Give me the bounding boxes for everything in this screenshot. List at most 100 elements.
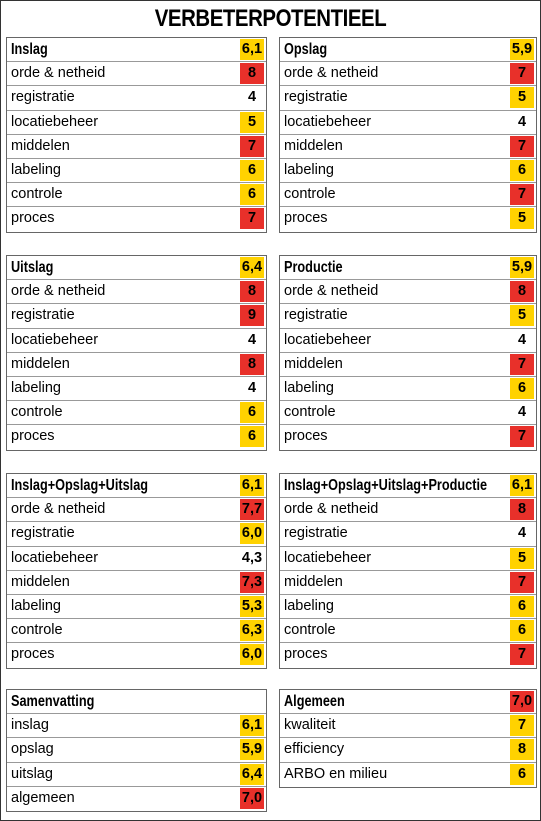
row-score: 7 [510, 63, 534, 85]
table-row: controle 4 [280, 401, 536, 426]
table-row: middelen 7 [280, 353, 536, 377]
row-score: 8 [510, 281, 534, 303]
panel: Productie 5,9 orde & netheid 8 registratie 5 l… [279, 255, 537, 451]
table-row: locatiebeheer 5 [7, 111, 266, 135]
row-label: middelen [284, 355, 343, 372]
row-label: orde & netheid [11, 283, 106, 300]
panel-header: Inslag+Opslag+Uitslag+Productie 6,1 [280, 474, 536, 499]
panel-header: Inslag+Opslag+Uitslag 6,1 [7, 474, 266, 499]
table-row: registratie 4 [7, 86, 266, 111]
panel-score: 5,9 [510, 39, 534, 60]
panel: Samenvatting inslag 6,1 opslag 5,9 uitslag 6,4… [6, 689, 267, 812]
table-row: proces 6,0 [7, 643, 266, 667]
table-row: ARBO en milieu 6 [280, 763, 536, 787]
row-label: kwaliteit [284, 717, 336, 734]
row-score: 7 [510, 426, 534, 448]
table-row: labeling 6 [280, 595, 536, 620]
table-row: proces 6 [7, 425, 266, 449]
row-score: 8 [240, 63, 264, 85]
panel-score: 6,4 [240, 257, 264, 278]
row-score: 6 [510, 159, 534, 181]
row-score: 5 [510, 547, 534, 569]
panel-title: Inslag [11, 41, 48, 58]
table-row: proces 7 [280, 425, 536, 449]
row-score: 7 [510, 353, 534, 375]
table-row: orde & netheid 8 [280, 498, 536, 523]
table-row: proces 7 [7, 207, 266, 231]
table-row: orde & netheid 8 [7, 280, 266, 305]
panel: Uitslag 6,4 orde & netheid 8 registratie 9 loc… [6, 255, 267, 451]
row-label: opslag [11, 741, 54, 758]
table-row: locatiebeheer 4 [280, 111, 536, 135]
row-label: controle [284, 186, 336, 203]
row-score: 5 [510, 208, 534, 230]
row-score: 7,3 [240, 571, 264, 593]
row-score: 6 [240, 426, 264, 448]
panel-header: Productie 5,9 [280, 256, 536, 281]
table-row: locatiebeheer 4 [280, 329, 536, 353]
panel: Opslag 5,9 orde & netheid 7 registratie 5 loca… [279, 37, 537, 233]
table-row: orde & netheid 8 [280, 280, 536, 305]
table-row: locatiebeheer 4 [7, 329, 266, 353]
row-label: middelen [284, 137, 343, 154]
row-label: proces [11, 646, 55, 663]
panel-score: 5,9 [510, 257, 534, 278]
row-score: 6 [510, 620, 534, 642]
row-score: 6 [510, 763, 534, 785]
row-label: efficiency [284, 741, 345, 758]
row-label: middelen [11, 137, 70, 154]
row-score: 6,3 [240, 620, 264, 642]
row-label: registratie [11, 307, 75, 324]
row-score: 5,9 [240, 739, 264, 761]
row-label: controle [11, 186, 63, 203]
row-score: 6,4 [240, 763, 264, 785]
table-row: locatiebeheer 4,3 [7, 547, 266, 571]
row-label: controle [284, 622, 336, 639]
table-row: uitslag 6,4 [7, 763, 266, 787]
row-label: proces [284, 646, 328, 663]
row-label: locatiebeheer [11, 549, 99, 566]
row-label: middelen [284, 573, 343, 590]
panel-title: Productie [284, 259, 343, 276]
panel-header: Uitslag 6,4 [7, 256, 266, 281]
row-score: 7,0 [240, 787, 264, 809]
table-row: opslag 5,9 [7, 738, 266, 763]
panel-header: Inslag 6,1 [7, 38, 266, 63]
row-label: labeling [284, 597, 334, 614]
panel-title: Opslag [284, 41, 328, 58]
row-label: orde & netheid [11, 501, 106, 518]
table-row: registratie 9 [7, 304, 266, 329]
table-row: orde & netheid 7 [280, 62, 536, 87]
panel: Inslag+Opslag+Uitslag+Productie 6,1 orde &… [279, 473, 537, 669]
row-label: labeling [284, 161, 334, 178]
table-row: proces 5 [280, 207, 536, 231]
row-score: 6,0 [240, 644, 264, 666]
panel-score: 6,1 [510, 475, 534, 496]
table-row: controle 6 [7, 401, 266, 426]
row-label: middelen [11, 573, 70, 590]
row-label: labeling [11, 597, 61, 614]
row-score: 6,0 [240, 523, 264, 545]
row-label: registratie [11, 89, 75, 106]
row-label: registratie [284, 525, 348, 542]
row-label: labeling [11, 379, 61, 396]
table-row: middelen 7 [280, 571, 536, 595]
panel: Inslag+Opslag+Uitslag 6,1 orde & netheid 7,… [6, 473, 267, 669]
table-row: labeling 6 [280, 159, 536, 184]
row-label: locatiebeheer [11, 113, 99, 130]
row-label: registratie [11, 525, 75, 542]
row-score: 6,1 [240, 715, 264, 737]
panel-header: Opslag 5,9 [280, 38, 536, 63]
row-score: 8 [510, 499, 534, 521]
row-score: 4 [517, 525, 527, 542]
row-score: 5 [510, 87, 534, 109]
table-row: controle 6 [7, 183, 266, 208]
panel-title: Samenvatting [11, 693, 95, 710]
panel-title: Uitslag [11, 259, 54, 276]
row-label: labeling [284, 379, 334, 396]
table-row: labeling 6 [280, 377, 536, 402]
row-label: proces [11, 428, 55, 445]
row-label: locatiebeheer [284, 549, 372, 566]
panel-title: Algemeen [284, 693, 345, 710]
table-row: registratie 4 [280, 522, 536, 547]
